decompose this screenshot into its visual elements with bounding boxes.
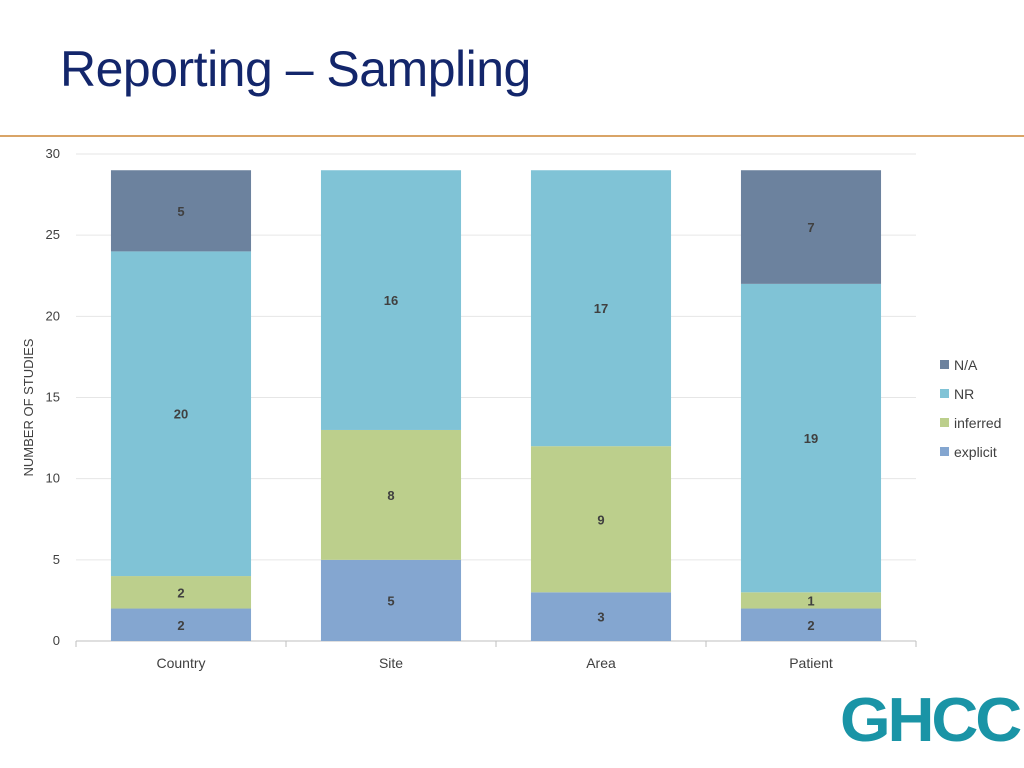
bar-segment-explicit	[320, 559, 462, 641]
y-tick-label: 25	[46, 227, 60, 242]
data-label: 2	[177, 618, 184, 633]
legend-swatch	[940, 389, 949, 398]
legend-label: explicit	[954, 444, 997, 460]
data-label: 5	[177, 204, 184, 219]
x-tick-label: Area	[586, 655, 616, 671]
y-tick-label: 10	[46, 471, 60, 486]
legend-swatch	[940, 418, 949, 427]
data-label: 5	[387, 593, 394, 608]
bar-segment-nr	[530, 170, 672, 447]
data-label: 19	[804, 431, 818, 446]
bar-segment-n-a	[740, 170, 882, 284]
slide-title: Reporting – Sampling	[60, 41, 531, 97]
data-label: 9	[597, 512, 604, 527]
y-tick-label: 30	[46, 146, 60, 161]
bar-segment-nr	[740, 283, 882, 593]
ghcc-logo: GHCC	[840, 686, 1022, 755]
bar-segment-nr	[320, 170, 462, 430]
bar-segment-explicit	[740, 608, 882, 641]
bar-segment-inferred	[110, 576, 252, 609]
title-divider	[0, 135, 1024, 137]
data-label: 17	[594, 301, 608, 316]
data-label: 1	[807, 593, 814, 608]
data-label: 3	[597, 610, 604, 625]
bar-segment-inferred	[740, 592, 882, 609]
x-tick-label: Country	[156, 655, 205, 671]
x-tick-label: Site	[379, 655, 403, 671]
legend-label: NR	[954, 386, 974, 402]
bar-segment-explicit	[530, 592, 672, 641]
x-tick-label: Patient	[789, 655, 833, 671]
data-label: 8	[387, 488, 394, 503]
y-tick-label: 20	[46, 308, 60, 323]
y-axis-label: NUMBER OF STUDIES	[21, 338, 36, 476]
y-tick-label: 15	[46, 390, 60, 405]
data-label: 2	[177, 585, 184, 600]
y-tick-label: 0	[53, 633, 60, 648]
bar-segment-n-a	[110, 170, 252, 252]
bar-segment-explicit	[110, 608, 252, 641]
data-label: 2	[807, 618, 814, 633]
legend-label: inferred	[954, 415, 1001, 431]
data-label: 20	[174, 407, 188, 422]
y-tick-label: 5	[53, 552, 60, 567]
bar-segment-inferred	[320, 429, 462, 560]
bar-segment-inferred	[530, 446, 672, 593]
legend-swatch	[940, 360, 949, 369]
legend-label: N/A	[954, 357, 978, 373]
bar-segment-nr	[110, 251, 252, 577]
legend-swatch	[940, 447, 949, 456]
data-label: 7	[807, 220, 814, 235]
data-label: 16	[384, 293, 398, 308]
